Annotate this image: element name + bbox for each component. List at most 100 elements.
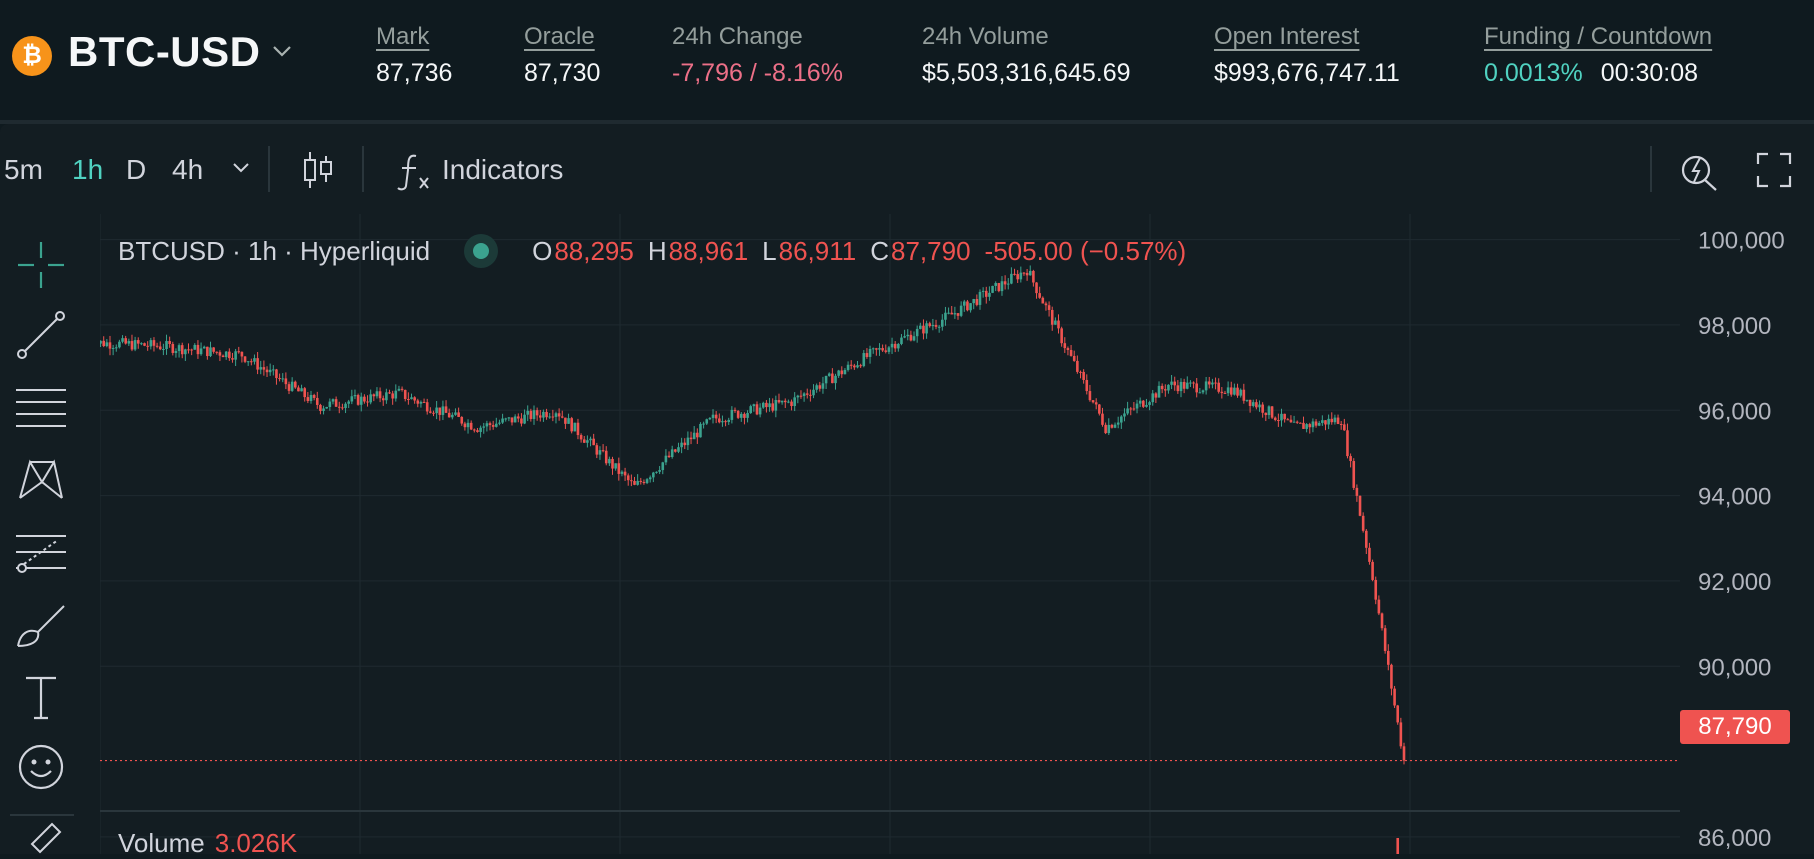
indicators-button[interactable]: Indicators <box>442 154 564 185</box>
candle-body <box>799 395 803 397</box>
candle-body <box>1185 382 1189 389</box>
candle-body <box>516 416 520 419</box>
crosshair-icon[interactable] <box>14 238 68 292</box>
candle-body <box>1239 389 1242 396</box>
fib-icon[interactable] <box>14 526 68 580</box>
candle-body <box>221 355 225 358</box>
eraser-icon[interactable] <box>14 822 68 854</box>
candle-body <box>476 430 479 432</box>
candle-body <box>554 413 558 417</box>
candle-body <box>463 423 467 428</box>
candle-body <box>341 407 344 409</box>
emoji-icon[interactable] <box>14 740 68 794</box>
candle-body <box>319 404 322 411</box>
candlestick-icon[interactable] <box>300 150 336 190</box>
timeframe-4h[interactable]: 4h <box>172 154 204 185</box>
horizontal-lines-icon[interactable] <box>14 380 68 434</box>
candle-body <box>903 336 906 338</box>
candle-body <box>1038 293 1041 298</box>
timeframe-5m[interactable]: 5m <box>4 154 43 185</box>
candle-body <box>1399 722 1403 747</box>
toolbar-divider <box>1650 146 1652 192</box>
candle-body <box>202 346 206 349</box>
candle-body <box>564 417 567 424</box>
candle-body <box>1022 272 1026 274</box>
candle-body <box>636 480 639 485</box>
candle-body <box>460 416 464 424</box>
candle-body <box>953 313 957 315</box>
open-interest-label[interactable]: Open Interest <box>1214 23 1360 50</box>
candle-body <box>887 347 891 352</box>
candle-body <box>535 410 539 416</box>
brush-icon[interactable] <box>14 598 68 652</box>
candle-body <box>1132 408 1136 410</box>
chevron-down-icon[interactable] <box>230 160 252 176</box>
candle-body <box>1025 272 1029 276</box>
candle-body <box>661 462 665 471</box>
candle-body <box>1264 412 1268 416</box>
timeframe-1h[interactable]: 1h <box>72 154 104 185</box>
candle-body <box>667 455 671 458</box>
close-label: C <box>870 235 890 266</box>
candle-body <box>250 361 253 363</box>
candle-body <box>262 367 266 370</box>
candle-body <box>765 402 768 408</box>
pattern-icon[interactable] <box>14 452 68 506</box>
candle-body <box>689 437 693 440</box>
volume-series <box>100 810 1680 854</box>
candle-body <box>1138 400 1142 404</box>
candle-body <box>441 406 445 415</box>
candle-body <box>815 385 818 390</box>
candle-body <box>670 449 674 458</box>
timeframe-d[interactable]: D <box>126 154 147 185</box>
quick-search-icon[interactable] <box>1678 148 1720 192</box>
candle-body <box>413 397 416 401</box>
function-icon[interactable] <box>394 152 434 192</box>
candle-body <box>1402 746 1406 761</box>
candle-body <box>111 347 115 349</box>
candle-body <box>589 438 592 441</box>
price-chart[interactable] <box>100 214 1680 854</box>
chart-legend: BTCUSD · 1h · Hyperliquid O 88,295 H 88,96… <box>118 234 1186 268</box>
oracle-value: 87,730 <box>524 59 601 87</box>
candle-body <box>199 348 203 355</box>
candle-body <box>686 437 690 446</box>
chevron-down-icon[interactable] <box>270 42 294 60</box>
candle-body <box>1358 495 1362 516</box>
candle-body <box>991 285 994 293</box>
candle-body <box>623 471 627 476</box>
candle-body <box>1157 385 1161 398</box>
candle-body <box>1016 274 1019 280</box>
candle-body <box>648 477 652 480</box>
text-icon[interactable] <box>14 670 68 724</box>
pair-selector[interactable]: BTC-USD <box>68 28 261 75</box>
candle-body <box>1273 417 1277 421</box>
candle-body <box>1393 688 1396 706</box>
candlestick-series <box>100 265 1406 765</box>
candle-body <box>934 324 938 327</box>
mark-value: 87,736 <box>376 59 453 87</box>
candle-body <box>100 340 102 344</box>
candle-body <box>400 388 404 390</box>
candle-body <box>576 422 580 436</box>
candle-body <box>733 409 737 411</box>
candle-body <box>1003 281 1007 285</box>
trend-line-icon[interactable] <box>14 308 68 362</box>
candle-body <box>950 312 954 315</box>
candle-body <box>1223 392 1227 394</box>
candle-body <box>1170 381 1173 385</box>
candle-body <box>915 328 919 337</box>
volume-value: 3.026K <box>214 828 298 858</box>
oracle-label[interactable]: Oracle <box>524 23 595 50</box>
funding-label[interactable]: Funding / Countdown <box>1484 23 1713 50</box>
candle-body <box>287 384 291 391</box>
candle-body <box>538 415 542 418</box>
candle-body <box>761 402 765 408</box>
candle-body <box>394 390 398 399</box>
toolbar-divider <box>10 814 74 816</box>
candle-body <box>1314 421 1318 426</box>
candle-body <box>626 475 630 481</box>
candle-body <box>721 421 724 423</box>
fullscreen-icon[interactable] <box>1756 152 1792 188</box>
mark-label[interactable]: Mark <box>376 23 430 50</box>
